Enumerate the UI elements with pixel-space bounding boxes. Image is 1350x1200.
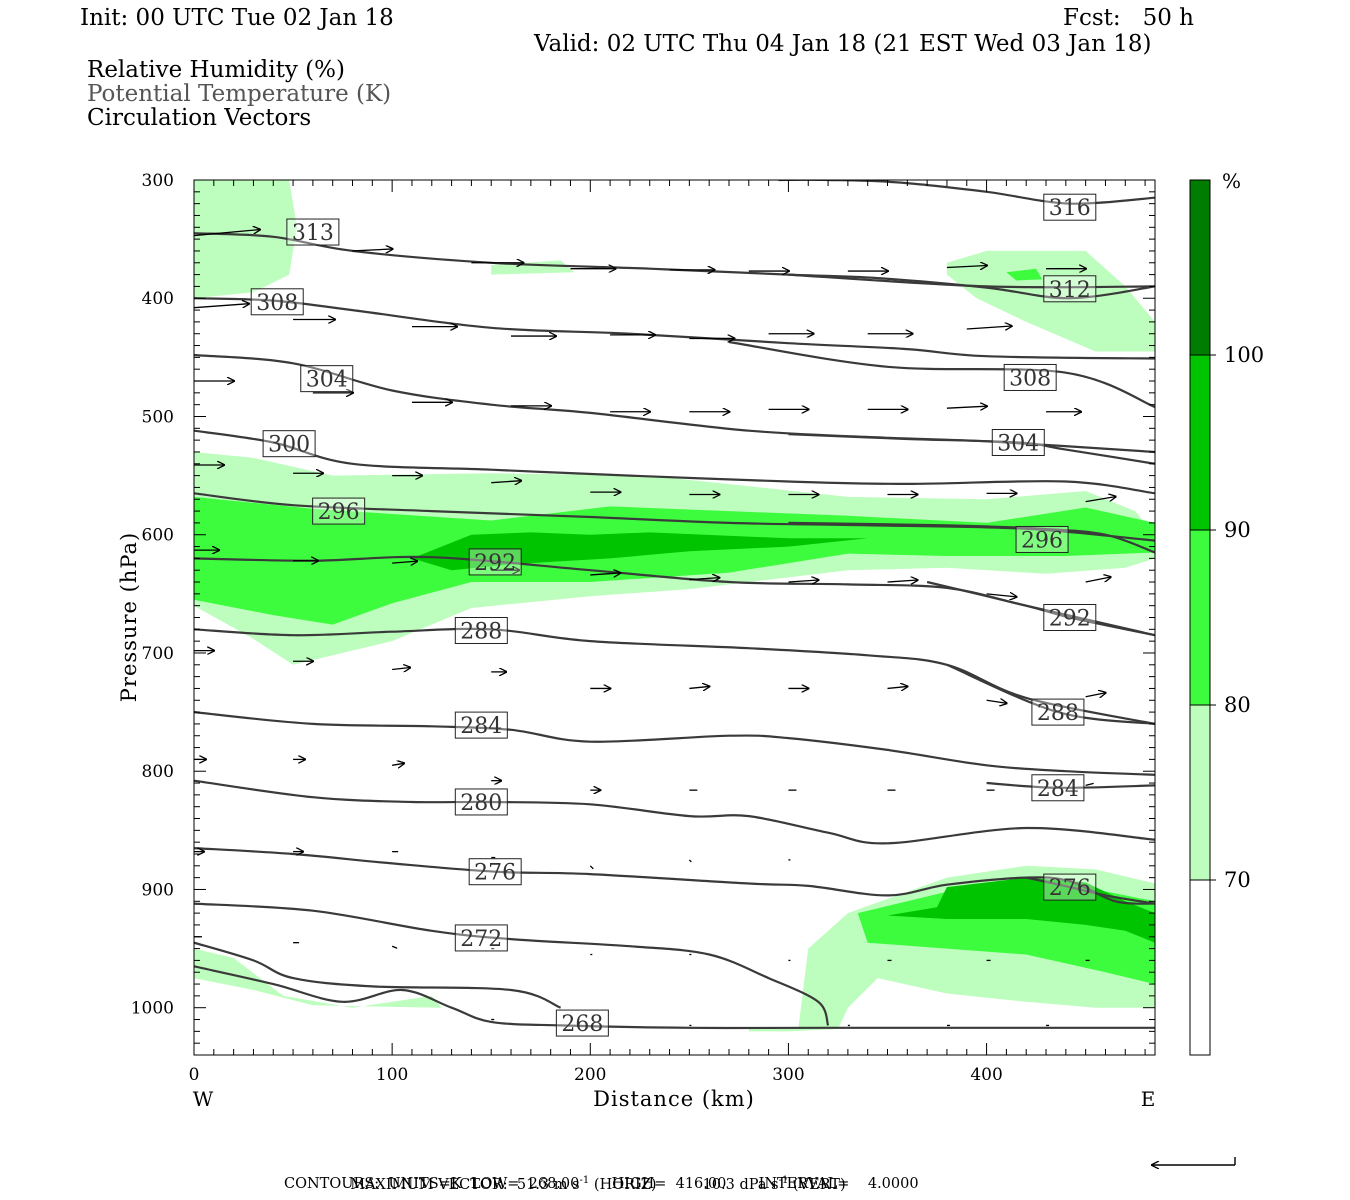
circulation-vector (194, 304, 249, 308)
colorbar-segment (1190, 880, 1210, 1055)
y-tick-label: 600 (142, 526, 174, 546)
circulation-vector (967, 326, 1012, 329)
y-tick-label: 1000 (131, 999, 174, 1019)
circulation-vector (689, 686, 709, 688)
x-tick-label: 100 (376, 1065, 408, 1085)
contour-label: 288 (1037, 701, 1079, 726)
colorbar-segment (1190, 355, 1210, 530)
reference-vector (1152, 1157, 1235, 1165)
contour-label: 296 (318, 500, 360, 525)
contour-info: CONTOURS: UNITS=K LOW= 268.00 HIGH= 416.… (284, 1176, 919, 1192)
contour-label: 296 (1021, 528, 1063, 553)
x-tick-label: 400 (970, 1065, 1002, 1085)
circulation-vector (392, 946, 397, 948)
circulation-vector (1086, 693, 1106, 697)
colorbar-label: 70 (1224, 868, 1251, 892)
circulation-vector (788, 580, 818, 582)
cross-section-chart: 316 313 312 308 308 304 304 300 296 296 292 292 288 2… (0, 0, 1350, 1200)
circulation-vector (353, 249, 393, 251)
circulation-vector (689, 860, 691, 862)
theta-contour-line (194, 904, 828, 1026)
circulation-vector (392, 668, 410, 670)
rh-shading-70 (194, 180, 297, 298)
y-axis-label: Pressure (hPa) (117, 532, 141, 702)
circulation-vector (888, 686, 908, 688)
colorbar-segment (1190, 705, 1210, 880)
rh-shading-70 (194, 949, 442, 1008)
contour-label: 280 (460, 791, 502, 816)
contour-label: 284 (1037, 777, 1079, 802)
theta-contour-line (194, 712, 1155, 775)
contour-label: 276 (474, 861, 516, 886)
y-tick-label: 800 (142, 762, 174, 782)
y-tick-label: 300 (142, 171, 174, 191)
y-tick-label: 900 (142, 880, 174, 900)
circulation-vector (590, 866, 593, 869)
contour-label: 300 (268, 433, 310, 458)
circulation-vector (888, 580, 918, 582)
contour-label: 308 (1009, 366, 1051, 391)
colorbar-segment (1190, 180, 1210, 355)
contour-label: 308 (256, 291, 298, 316)
contour-label: 288 (460, 620, 502, 645)
circulation-vector (392, 763, 404, 765)
colorbar-unit: % (1222, 169, 1241, 193)
contour-label: 304 (306, 368, 348, 393)
contour-label: 313 (292, 221, 334, 246)
colorbar-label: 90 (1224, 518, 1251, 542)
colorbar-label: 100 (1224, 343, 1264, 367)
circulation-vector (1086, 783, 1094, 785)
contour-label: 304 (997, 432, 1039, 457)
circulation-vector (987, 700, 1007, 703)
contour-label: 316 (1049, 196, 1091, 221)
x-axis-label: Distance (km) (593, 1087, 755, 1111)
contour-label: 284 (460, 714, 502, 739)
contour-label: 292 (1049, 607, 1091, 632)
circulation-vector (947, 406, 987, 408)
circulation-vector (1086, 577, 1111, 582)
colorbar-segment (1190, 530, 1210, 705)
x-tick-label: 200 (574, 1065, 606, 1085)
x-tick-label: 300 (772, 1065, 804, 1085)
contour-label: 276 (1049, 876, 1091, 901)
east-label: E (1141, 1087, 1156, 1111)
contour-label: 268 (561, 1012, 603, 1037)
contour-label: 292 (474, 551, 516, 576)
y-tick-label: 400 (142, 289, 174, 309)
x-tick-label: 0 (189, 1065, 200, 1085)
contour-label: 312 (1049, 278, 1091, 303)
y-tick-label: 500 (142, 407, 174, 427)
y-tick-label: 700 (142, 644, 174, 664)
theta-contour-line (927, 582, 1155, 635)
contour-label: 272 (460, 927, 502, 952)
colorbar-label: 80 (1224, 693, 1251, 717)
west-label: W (193, 1087, 214, 1111)
theta-contour-line (194, 781, 1155, 844)
